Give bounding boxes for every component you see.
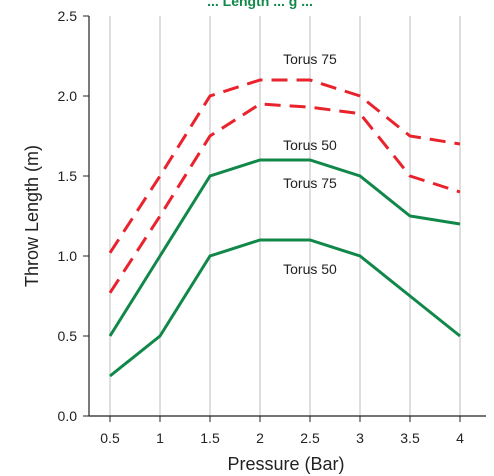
- series-line-1: [108, 102, 461, 294]
- y-tick-label-2: 1.0: [58, 248, 78, 264]
- y-tick-label-5: 2.5: [58, 8, 78, 24]
- x-tick-label-6: 3.5: [400, 430, 420, 446]
- x-axis-title: Pressure (Bar): [227, 454, 344, 474]
- series-label-1: Torus 50: [283, 137, 337, 153]
- x-tick-label-2: 1.5: [200, 430, 220, 446]
- y-axis-title: Throw Length (m): [22, 145, 42, 287]
- y-tick-label-4: 2.0: [58, 88, 78, 104]
- series-line-2: [108, 158, 461, 337]
- x-tick-label-1: 1: [156, 430, 164, 446]
- series-label-2: Torus 75: [283, 175, 337, 191]
- series-group: [108, 78, 461, 378]
- y-axis-ticks: 0.0 0.5 1.0 1.5 2.0 2.5: [58, 8, 89, 424]
- grid: [109, 16, 461, 416]
- x-tick-label-5: 3: [356, 430, 364, 446]
- axes: [88, 16, 486, 417]
- x-tick-label-0: 0.5: [100, 430, 120, 446]
- series-label-3: Torus 50: [283, 261, 337, 277]
- y-tick-label-1: 0.5: [58, 328, 78, 344]
- series-line-3: [109, 238, 461, 378]
- y-tick-label-0: 0.0: [58, 408, 78, 424]
- x-axis-ticks: 0.5 1 1.5 2 2.5 3 3.5 4: [100, 416, 464, 446]
- chart-title: ... Length ... g ...: [207, 0, 313, 9]
- x-tick-label-3: 2: [256, 430, 264, 446]
- y-tick-label-3: 1.5: [58, 168, 78, 184]
- series-label-0: Torus 75: [283, 51, 337, 67]
- x-tick-label-4: 2.5: [300, 430, 320, 446]
- series-line-0: [108, 78, 461, 254]
- series-labels: Torus 75 Torus 50 Torus 75 Torus 50: [283, 51, 337, 277]
- x-tick-label-7: 4: [456, 430, 464, 446]
